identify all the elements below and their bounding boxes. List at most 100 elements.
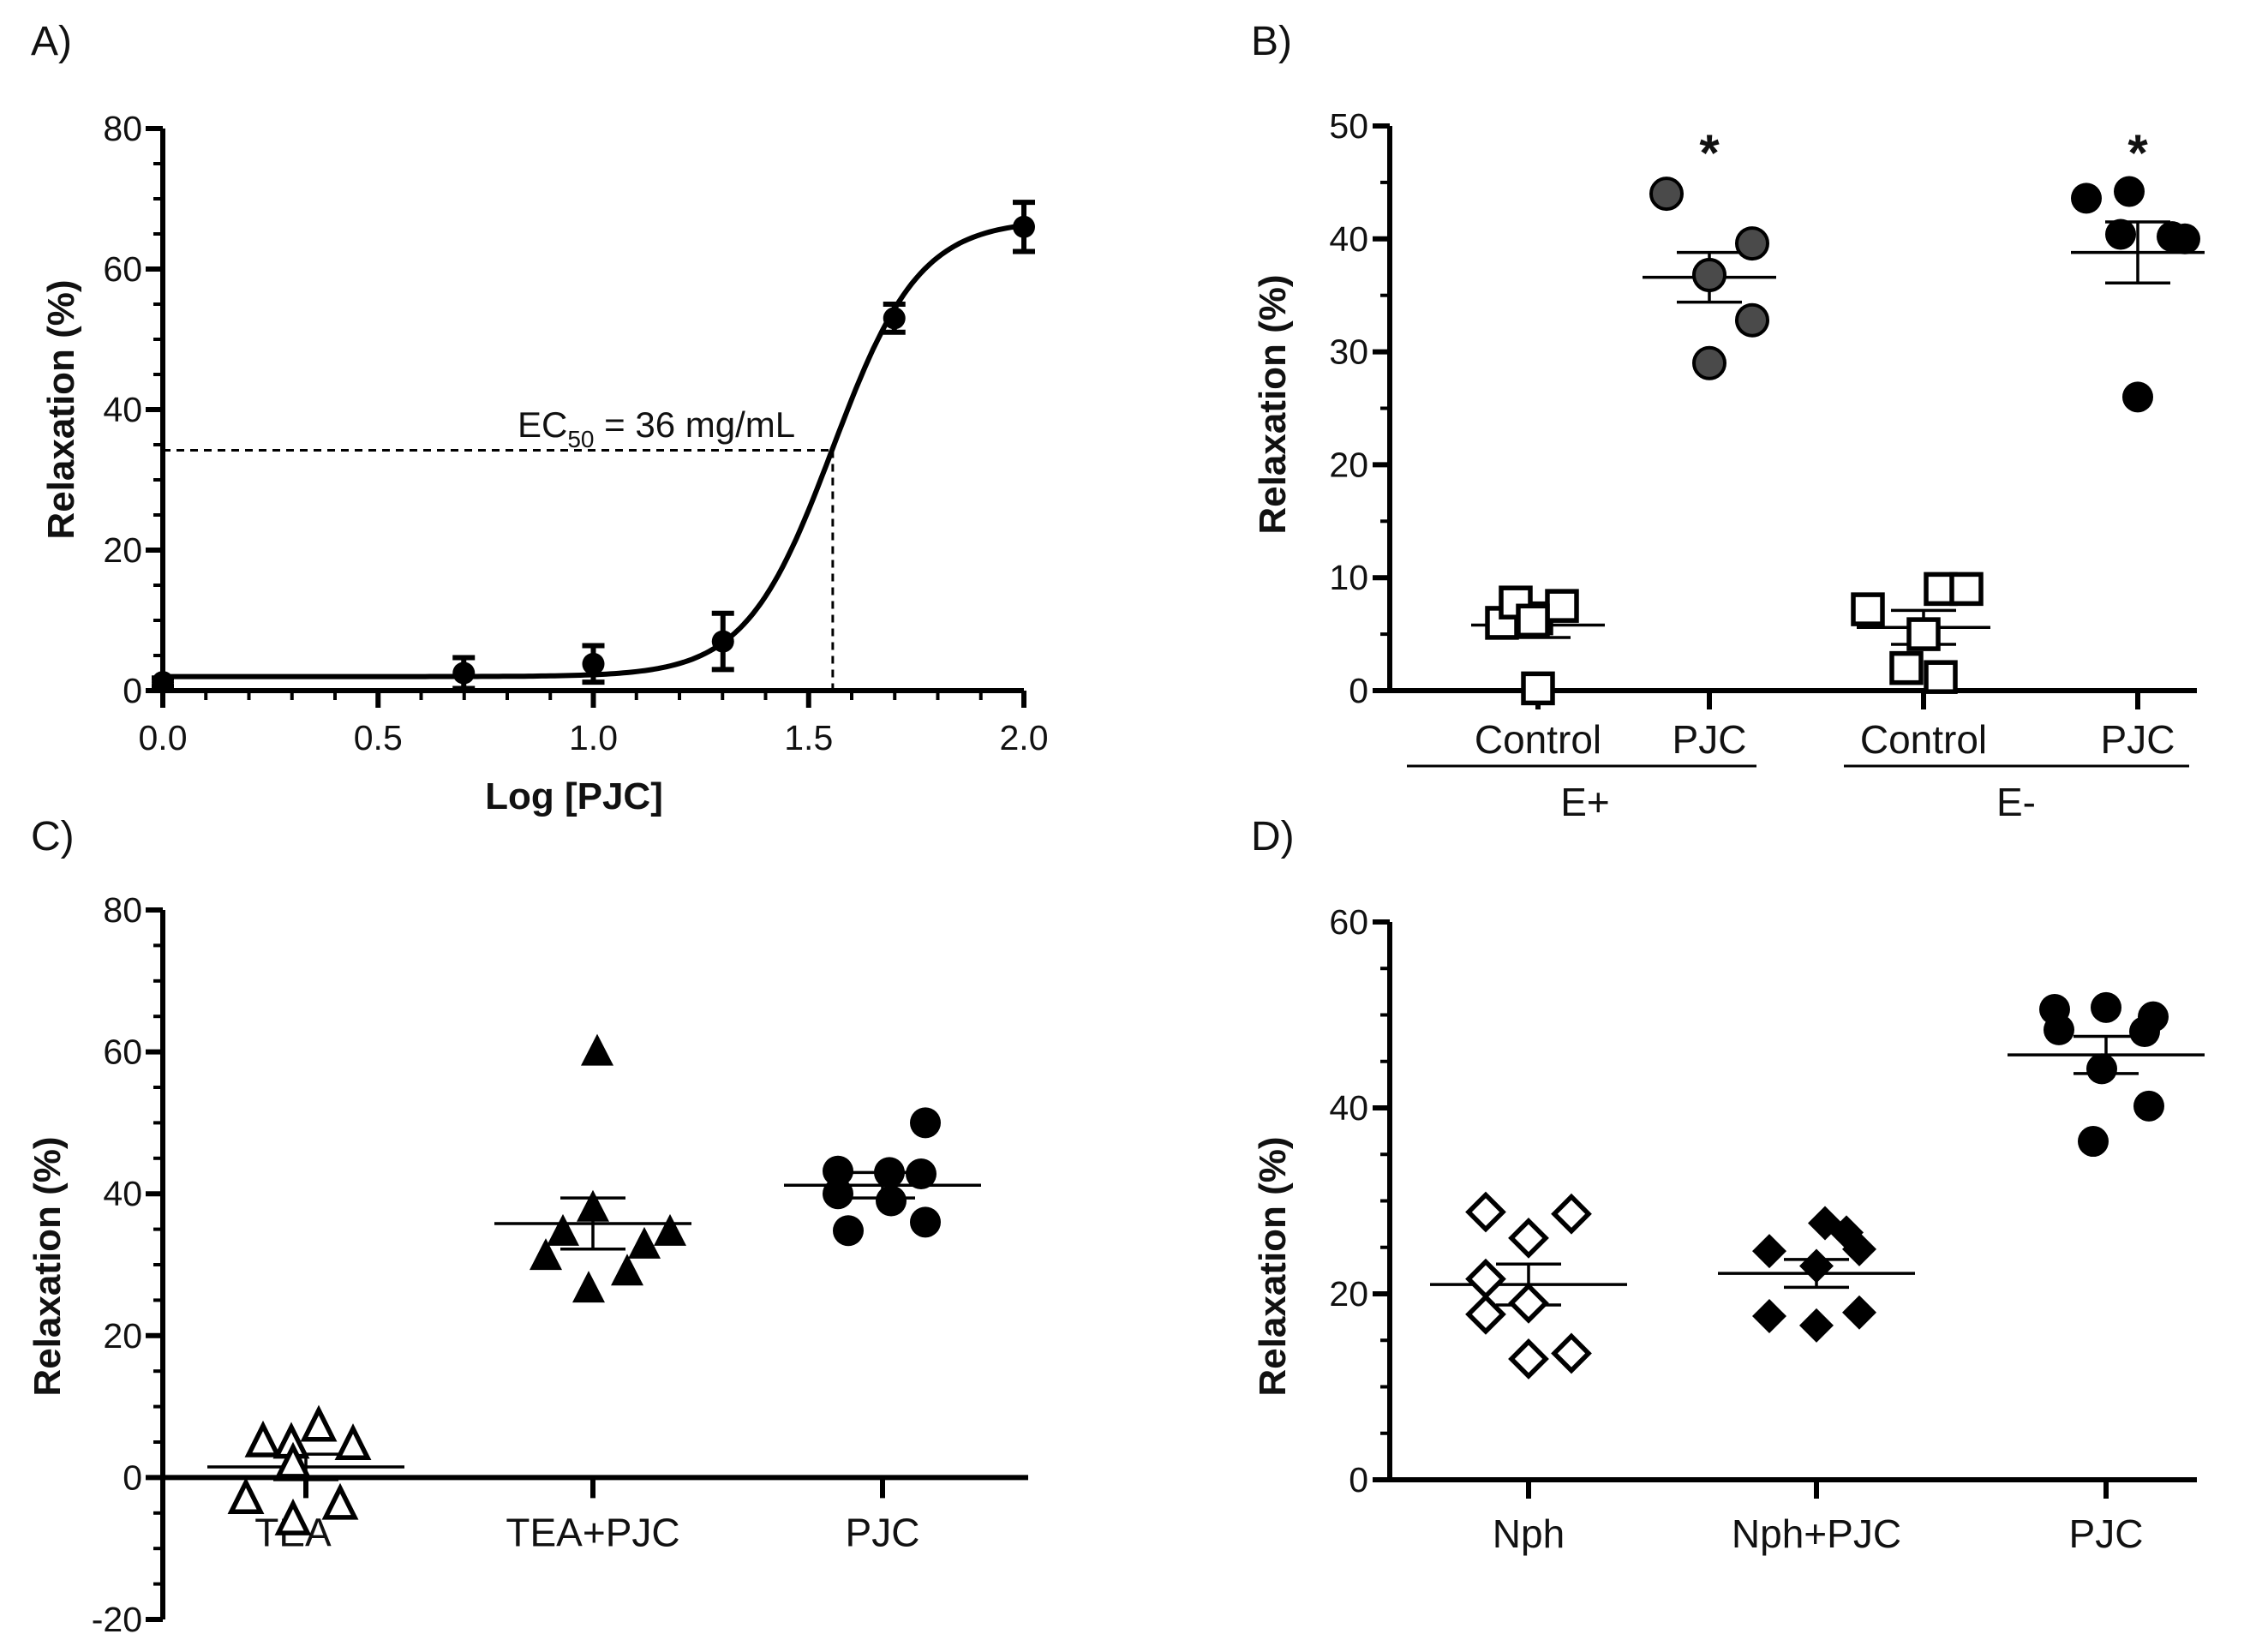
y-tick-label: 20 bbox=[103, 530, 142, 570]
data-point bbox=[2044, 1014, 2074, 1045]
ec50-label-main: EC bbox=[518, 404, 567, 445]
data-point bbox=[2122, 381, 2153, 413]
data-point bbox=[2078, 1126, 2109, 1158]
ec50-label: EC50 = 36 mg/mL bbox=[518, 404, 795, 452]
data-point bbox=[883, 307, 906, 330]
data-point bbox=[572, 1271, 605, 1303]
data-point bbox=[1508, 1218, 1549, 1259]
y-tick-label: 80 bbox=[103, 890, 142, 930]
y-axis-title: Relaxation (%) bbox=[40, 279, 82, 539]
x-category-label: PJC bbox=[2069, 1511, 2144, 1556]
data-point bbox=[874, 1157, 905, 1188]
data-point bbox=[1465, 1191, 1506, 1233]
data-point bbox=[577, 1189, 609, 1222]
y-axis-title: Relaxation (%) bbox=[1252, 1136, 1294, 1396]
data-point bbox=[1735, 302, 1769, 338]
ec50-label-sub: 50 bbox=[567, 426, 594, 452]
data-point bbox=[2105, 218, 2136, 250]
x-tick-label: 0.0 bbox=[139, 718, 188, 757]
y-tick-label: 0 bbox=[1349, 1460, 1368, 1499]
panel-label: B) bbox=[1251, 19, 1292, 64]
data-point bbox=[2157, 221, 2187, 253]
data-point bbox=[1013, 215, 1035, 238]
y-tick-label: 0 bbox=[1349, 671, 1368, 710]
data-point bbox=[654, 1213, 686, 1246]
data-point bbox=[1465, 1293, 1506, 1335]
x-category-label: PJC bbox=[846, 1510, 920, 1554]
data-point bbox=[1649, 177, 1684, 212]
data-point bbox=[1545, 589, 1579, 623]
panel-d: D) 0 20 40 60 Relaxation (%) Nph Nph+PJC PJC bbox=[1251, 814, 2205, 1556]
data-point bbox=[581, 1033, 613, 1066]
data-point bbox=[910, 1107, 941, 1139]
data-point bbox=[823, 1178, 853, 1210]
data-point bbox=[227, 1477, 265, 1514]
x-category-label: PJC bbox=[1673, 717, 1747, 762]
data-point bbox=[1692, 345, 1726, 380]
panel-a: A) 0 20 40 60 80 0.0 0.5 1.0 1.5 2.0 Log [PJC] Relax… bbox=[31, 19, 1049, 817]
y-axis-title: Relaxation (%) bbox=[27, 1136, 69, 1396]
y-tick-label: 20 bbox=[103, 1316, 142, 1356]
y-tick-label: 0 bbox=[123, 671, 142, 710]
panel-label: A) bbox=[31, 19, 72, 64]
y-tick-label: 40 bbox=[1329, 1088, 1368, 1128]
panel-label: C) bbox=[31, 814, 75, 859]
y-tick-label: 60 bbox=[103, 249, 142, 289]
y-tick-label: 20 bbox=[1329, 445, 1368, 484]
group-label-e-plus: E+ bbox=[1560, 780, 1610, 824]
x-category-label: TEA+PJC bbox=[506, 1510, 679, 1554]
y-tick-label: 60 bbox=[103, 1032, 142, 1072]
data-point bbox=[1508, 1282, 1549, 1324]
data-point bbox=[1842, 1295, 1876, 1330]
y-tick-label: 40 bbox=[1329, 219, 1368, 259]
data-point bbox=[321, 1482, 359, 1520]
data-point bbox=[2129, 1016, 2160, 1048]
x-tick-label: 1.0 bbox=[569, 718, 618, 757]
data-point bbox=[452, 661, 476, 685]
data-point bbox=[582, 652, 605, 675]
data-point bbox=[1508, 1338, 1549, 1380]
data-point bbox=[823, 1155, 853, 1187]
data-point bbox=[1521, 671, 1555, 706]
x-tick-label: 0.5 bbox=[354, 718, 403, 757]
data-point bbox=[910, 1206, 941, 1238]
data-point bbox=[300, 1404, 338, 1442]
x-category-label: Nph+PJC bbox=[1732, 1511, 1901, 1556]
x-category-label: Control bbox=[1475, 717, 1601, 762]
y-tick-label: 10 bbox=[1329, 558, 1368, 597]
data-point bbox=[1516, 603, 1550, 638]
panel-b: B) 0 10 20 30 40 50 Relaxation (%) Control PJC * Co… bbox=[1251, 19, 2205, 824]
data-point bbox=[1551, 1193, 1592, 1235]
panel-label: D) bbox=[1251, 814, 1295, 859]
data-point bbox=[2091, 991, 2121, 1023]
significance-star: * bbox=[2127, 124, 2148, 182]
x-category-label: PJC bbox=[2101, 717, 2175, 762]
data-point bbox=[1851, 592, 1885, 626]
data-point bbox=[1924, 660, 1958, 694]
data-point bbox=[1692, 257, 1726, 292]
data-point bbox=[1551, 1332, 1592, 1374]
data-point bbox=[1752, 1299, 1786, 1334]
data-point bbox=[1842, 1231, 1876, 1266]
y-tick-label: 60 bbox=[1329, 902, 1368, 942]
data-point bbox=[1906, 617, 1941, 651]
data-point bbox=[1735, 226, 1769, 261]
y-tick-label: 50 bbox=[1329, 106, 1368, 146]
data-point bbox=[274, 1498, 312, 1535]
data-point bbox=[876, 1185, 907, 1217]
data-point bbox=[833, 1215, 864, 1247]
x-axis-title: Log [PJC] bbox=[485, 775, 663, 817]
data-point bbox=[628, 1226, 661, 1259]
data-point bbox=[274, 1441, 312, 1479]
data-point bbox=[530, 1238, 562, 1271]
x-category-label: Nph bbox=[1493, 1511, 1565, 1556]
significance-star: * bbox=[1699, 124, 1720, 182]
group-label-e-minus: E- bbox=[1996, 780, 2036, 824]
data-point bbox=[152, 671, 174, 694]
y-axis-title: Relaxation (%) bbox=[1252, 274, 1294, 534]
data-point bbox=[1752, 1234, 1786, 1269]
y-tick-label: 30 bbox=[1329, 332, 1368, 372]
data-point bbox=[244, 1420, 282, 1457]
